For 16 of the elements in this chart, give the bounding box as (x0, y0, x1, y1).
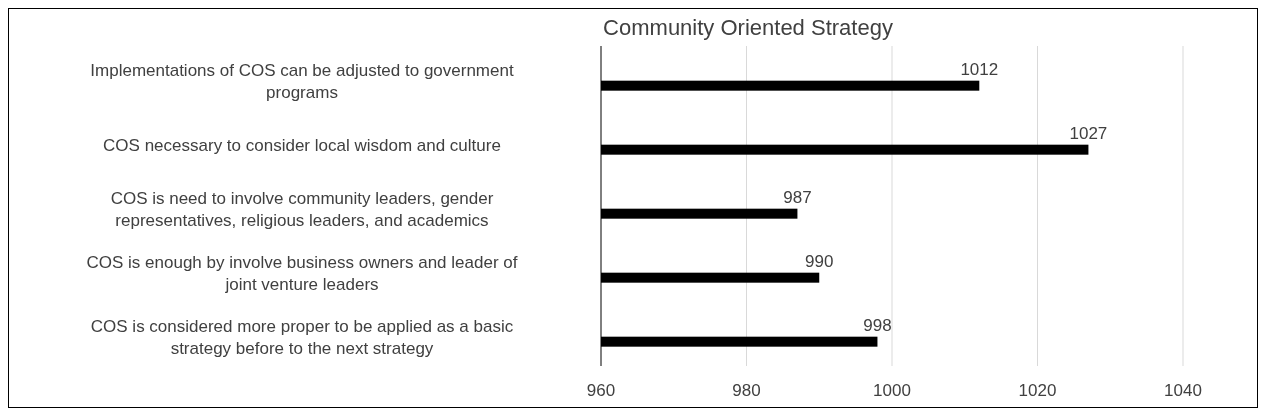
y-tick-label: Implementations of COS can be adjusted to government programs (90, 61, 514, 103)
x-tick-label: 1000 (873, 381, 911, 400)
data-label: 1012 (960, 59, 999, 79)
x-tick-label: 1040 (1164, 381, 1202, 400)
data-label: 998 (863, 315, 892, 335)
data-label: 987 (783, 187, 812, 207)
x-tick-label: 980 (732, 381, 761, 400)
data-label: 990 (805, 251, 834, 271)
data-label: 1027 (1069, 123, 1108, 143)
x-tick-label: 1020 (1018, 381, 1057, 400)
y-tick-label: COS is enough by involve business owners and leader of joint venture leaders (86, 253, 518, 295)
y-tick-label: COS is need to involve community leaders, gender representatives, religious leaders, and academics (110, 189, 494, 231)
y-tick-label: COS necessary to consider local wisdom and culture (103, 136, 501, 156)
x-tick-label: 960 (586, 381, 616, 400)
chart-title: Community Oriented Strategy (603, 15, 893, 40)
y-tick-label: COS is considered more proper to be applied as a basic strategy before to the next strategy (90, 317, 514, 359)
